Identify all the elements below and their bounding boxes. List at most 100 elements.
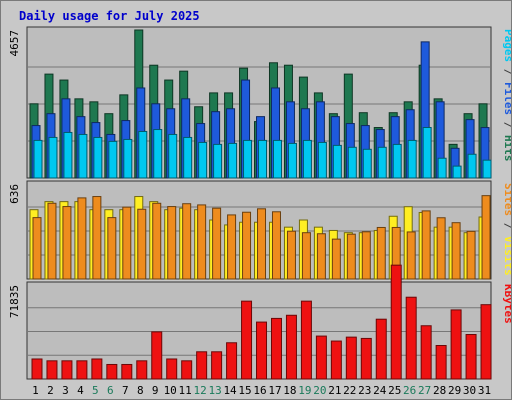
x-tick-label: 1 bbox=[32, 384, 39, 397]
bar-pages bbox=[258, 139, 268, 179]
x-tick-label: 29 bbox=[448, 384, 461, 397]
bar-pages bbox=[467, 153, 477, 179]
bar-pages bbox=[392, 143, 402, 179]
x-tick-label: 19 bbox=[298, 384, 311, 397]
bar-sites bbox=[62, 206, 72, 280]
bar-pages bbox=[437, 157, 447, 179]
bar-kbytes bbox=[61, 360, 73, 380]
x-tick-label: 24 bbox=[373, 384, 387, 397]
bar-kbytes bbox=[285, 314, 297, 380]
x-tick-label: 4 bbox=[77, 384, 84, 397]
bar-sites bbox=[376, 226, 386, 280]
x-tick-label: 8 bbox=[137, 384, 144, 397]
bar-kbytes bbox=[465, 334, 477, 380]
legend-entry: Pages bbox=[502, 29, 511, 62]
legend-entry: Visits bbox=[502, 236, 511, 276]
bar-kbytes bbox=[405, 296, 417, 380]
panel-legend-label: KBytes bbox=[502, 284, 511, 324]
bar-kbytes bbox=[46, 360, 58, 380]
bar-sites bbox=[406, 231, 416, 280]
bar-pages bbox=[213, 143, 223, 179]
bar-sites bbox=[197, 204, 207, 280]
bar-kbytes bbox=[196, 351, 208, 380]
bar-kbytes bbox=[435, 345, 447, 380]
bar-pages bbox=[153, 129, 163, 179]
x-tick-label: 22 bbox=[343, 384, 356, 397]
bar-sites bbox=[47, 202, 57, 280]
legend-entry: KBytes bbox=[502, 284, 511, 324]
bar-pages bbox=[168, 133, 178, 179]
panel-max-label: 636 bbox=[8, 184, 21, 204]
legend-entry: / bbox=[502, 216, 511, 236]
bar-sites bbox=[481, 195, 491, 280]
x-tick-label: 16 bbox=[253, 384, 266, 397]
bar-sites bbox=[271, 211, 281, 280]
bar-kbytes bbox=[151, 331, 163, 380]
bar-kbytes bbox=[360, 337, 372, 380]
bar-sites bbox=[92, 196, 102, 280]
bar-kbytes bbox=[420, 325, 432, 380]
bar-sites bbox=[286, 230, 296, 280]
bar-sites bbox=[152, 202, 162, 280]
x-tick-label: 6 bbox=[107, 384, 114, 397]
x-tick-label: 10 bbox=[164, 384, 177, 397]
x-tick-label: 31 bbox=[478, 384, 491, 397]
panel-legend-label: Pages / Files / Hits bbox=[502, 29, 511, 162]
x-tick-label: 28 bbox=[433, 384, 446, 397]
bar-kbytes bbox=[450, 309, 462, 380]
x-tick-label: 20 bbox=[313, 384, 326, 397]
bar-pages bbox=[183, 136, 193, 179]
bar-sites bbox=[122, 206, 132, 280]
bar-sites bbox=[361, 231, 371, 280]
bar-pages bbox=[422, 127, 432, 179]
legend-entry: Hits bbox=[502, 135, 511, 162]
bar-kbytes bbox=[136, 360, 148, 380]
bar-pages bbox=[407, 139, 417, 179]
panel-legend-label: Sites / Visits bbox=[502, 183, 511, 276]
bar-pages bbox=[108, 140, 118, 179]
bar-pages bbox=[48, 136, 58, 179]
bar-pages bbox=[243, 139, 253, 179]
bar-kbytes bbox=[76, 360, 88, 380]
bar-pages bbox=[63, 131, 73, 179]
bar-kbytes bbox=[256, 321, 268, 380]
bar-sites bbox=[436, 217, 446, 280]
bar-pages bbox=[78, 133, 88, 179]
x-tick-label: 23 bbox=[358, 384, 371, 397]
x-tick-label: 26 bbox=[403, 384, 416, 397]
bar-kbytes bbox=[480, 304, 492, 380]
bar-kbytes bbox=[375, 318, 387, 380]
bar-pages bbox=[228, 142, 238, 179]
bar-sites bbox=[167, 206, 177, 280]
bar-sites bbox=[77, 197, 87, 280]
legend-entry: Files bbox=[502, 82, 511, 115]
bar-pages bbox=[198, 141, 208, 179]
bar-kbytes bbox=[226, 342, 238, 380]
bar-pages bbox=[302, 139, 312, 179]
bar-sites bbox=[451, 222, 461, 280]
x-tick-label: 17 bbox=[268, 384, 281, 397]
bar-kbytes bbox=[241, 300, 253, 380]
panel-max-label: 71835 bbox=[8, 285, 21, 318]
x-tick-label: 3 bbox=[62, 384, 69, 397]
bar-kbytes bbox=[166, 358, 178, 380]
chart-title: Daily usage for July 2025 bbox=[19, 9, 200, 23]
bar-pages bbox=[332, 144, 342, 179]
bar-kbytes bbox=[211, 351, 223, 380]
bar-pages bbox=[452, 165, 462, 179]
x-tick-label: 27 bbox=[418, 384, 431, 397]
bar-kbytes bbox=[345, 336, 357, 380]
legend-entry: / bbox=[502, 62, 511, 82]
bar-sites bbox=[242, 211, 252, 280]
bar-sites bbox=[32, 217, 42, 280]
bar-sites bbox=[212, 207, 222, 280]
bar-pages bbox=[33, 139, 43, 179]
bar-sites bbox=[346, 233, 356, 280]
x-tick-label: 15 bbox=[238, 384, 251, 397]
x-tick-label: 9 bbox=[152, 384, 159, 397]
bar-pages bbox=[377, 146, 387, 179]
x-tick-label: 18 bbox=[283, 384, 296, 397]
x-tick-label: 21 bbox=[328, 384, 341, 397]
legend-entry: Sites bbox=[502, 183, 511, 216]
